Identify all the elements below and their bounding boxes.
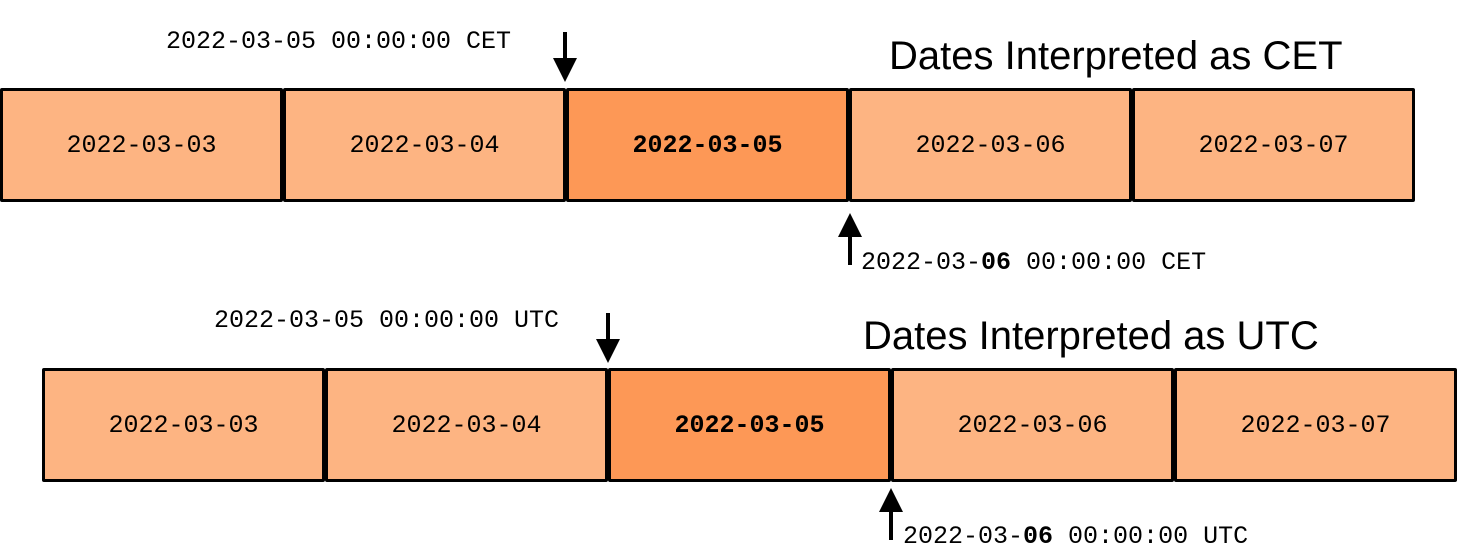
highlighted-day-cell: 2022-03-05 [566, 88, 849, 202]
day-cell: 2022-03-03 [42, 368, 325, 482]
day-cell: 2022-03-03 [0, 88, 283, 202]
start-boundary-label: 2022-03-05 00:00:00 UTC [214, 306, 560, 335]
day-cell: 2022-03-04 [283, 88, 566, 202]
day-cell: 2022-03-06 [891, 368, 1174, 482]
day-timeline: 2022-03-03 2022-03-04 2022-03-05 2022-03… [0, 88, 1415, 202]
start-boundary-label: 2022-03-05 00:00:00 CET [166, 27, 512, 56]
end-boundary-label: 2022-03-06 00:00:00 CET [861, 248, 1207, 277]
down-arrow-icon [596, 313, 620, 363]
day-timeline: 2022-03-03 2022-03-04 2022-03-05 2022-03… [42, 368, 1457, 482]
day-cell: 2022-03-07 [1174, 368, 1457, 482]
up-arrow-icon [838, 213, 862, 265]
down-arrow-icon [553, 32, 577, 82]
highlighted-day-cell: 2022-03-05 [608, 368, 891, 482]
utc-panel: 2022-03-05 00:00:00 UTC Dates Interprete… [0, 276, 1457, 552]
up-arrow-icon [879, 488, 903, 540]
end-boundary-label: 2022-03-06 00:00:00 UTC [903, 522, 1249, 551]
day-cell: 2022-03-04 [325, 368, 608, 482]
cet-panel: 2022-03-05 00:00:00 CET Dates Interprete… [0, 27, 1415, 277]
panel-title: Dates Interpreted as UTC [863, 314, 1319, 358]
day-cell: 2022-03-06 [849, 88, 1132, 202]
day-cell: 2022-03-07 [1132, 88, 1415, 202]
panel-title: Dates Interpreted as CET [889, 34, 1343, 78]
